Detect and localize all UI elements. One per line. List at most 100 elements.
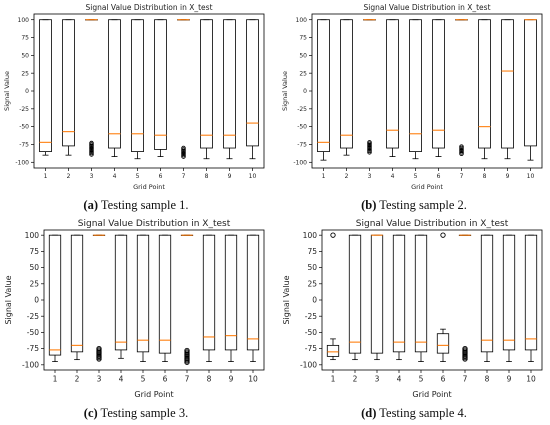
x-tick-label: 8 [205, 173, 209, 180]
box-3 [363, 19, 376, 155]
caption-tag-b: (b) [361, 198, 377, 212]
caption-text-a: Testing sample 1. [98, 198, 189, 212]
outlier-point [181, 148, 186, 154]
outlier-point [89, 145, 94, 150]
y-axis-label: Signal Value [281, 71, 289, 111]
y-tick-label: -25 [19, 106, 29, 113]
x-tick-label: 10 [248, 375, 258, 384]
y-tick-label: -100 [22, 360, 39, 369]
outlier-point [459, 147, 464, 152]
x-tick-label: 5 [141, 375, 146, 384]
plot-frame [33, 13, 265, 169]
box-3 [370, 234, 384, 361]
x-tick-label: 3 [368, 173, 372, 180]
box-7 [180, 234, 194, 365]
chart-title: Signal Value Distribution in X_test [356, 219, 509, 229]
y-tick-label: -75 [297, 142, 307, 149]
box-body [48, 234, 62, 356]
y-tick-label: 50 [29, 263, 39, 272]
outlier-point [462, 356, 468, 362]
box-5 [131, 19, 144, 160]
box-body [414, 234, 428, 353]
y-tick-label: 0 [25, 88, 29, 95]
x-tick-label: 3 [90, 173, 94, 180]
outlier-point [89, 152, 94, 157]
y-tick-label: 100 [303, 231, 318, 240]
caption-tag-d: (d) [361, 406, 377, 420]
box-body [480, 234, 494, 353]
box-8 [200, 19, 213, 160]
caption-tag-a: (a) [83, 198, 98, 212]
chart-panel-a: Signal Value Distribution in X_test Grid … [2, 0, 270, 192]
outlier-point [440, 232, 446, 238]
box-body [131, 19, 144, 153]
x-tick-label: 4 [397, 375, 402, 384]
outlier-point [367, 144, 372, 149]
box-body [524, 19, 537, 147]
x-axis-label: Grid Point [134, 390, 173, 399]
box-8 [478, 19, 491, 160]
outlier-point [181, 150, 186, 155]
x-tick-label: 1 [331, 375, 336, 384]
box-body [524, 234, 538, 351]
box-body [370, 234, 384, 354]
box-body [70, 234, 84, 353]
chart-svg-c: Signal Value Distribution in X_test Grid … [4, 219, 265, 399]
box-4 [392, 234, 406, 361]
chart-svg-d: Signal Value Distribution in X_test Grid … [282, 219, 543, 399]
box-body [158, 234, 172, 354]
x-tick-label: 8 [207, 375, 212, 384]
box-6 [432, 19, 445, 157]
x-tick-label: 4 [391, 173, 395, 180]
box-2 [348, 234, 362, 361]
outlier-point [89, 142, 94, 147]
box-1 [39, 19, 52, 156]
outlier-point [184, 359, 190, 365]
x-tick-label: 1 [322, 173, 326, 180]
outlier-point [181, 145, 186, 151]
x-tick-label: 1 [53, 375, 58, 384]
box-7 [177, 19, 190, 159]
y-tick-label: -75 [305, 344, 317, 353]
caption-b: (b) Testing sample 2. [278, 198, 550, 213]
outlier-point [181, 147, 186, 152]
box-7 [455, 19, 468, 156]
outlier-point [330, 232, 336, 238]
y-tick-label: 0 [303, 88, 307, 95]
x-tick-label: 3 [97, 375, 102, 384]
box-2 [340, 19, 353, 156]
outlier-point [367, 141, 372, 147]
outlier-point [459, 145, 464, 151]
x-tick-label: 4 [119, 375, 124, 384]
box-8 [480, 234, 494, 362]
plot-frame [311, 13, 543, 169]
box-body [202, 234, 216, 351]
outlier-point [367, 147, 372, 152]
x-tick-label: 1 [44, 173, 48, 180]
outlier-point [89, 147, 94, 153]
x-tick-label: 6 [159, 173, 163, 180]
caption-c: (c) Testing sample 3. [0, 406, 272, 421]
y-tick-label: -25 [297, 106, 307, 113]
y-tick-label: 75 [29, 247, 39, 256]
box-body [478, 19, 491, 149]
chart-title: Signal Value Distribution in X_test [363, 3, 490, 12]
box-10 [524, 19, 537, 161]
outlier-point [459, 150, 464, 155]
box-body [224, 234, 238, 351]
y-tick-label: 25 [21, 70, 29, 77]
x-tick-label: 6 [441, 375, 446, 384]
y-axis-label: Signal Value [282, 275, 291, 324]
y-tick-label: 100 [18, 17, 30, 24]
box-4 [108, 19, 121, 157]
y-tick-label: 75 [299, 35, 307, 42]
x-tick-label: 2 [353, 375, 358, 384]
box-1 [48, 234, 62, 362]
y-tick-label: -100 [15, 159, 29, 166]
box-body [392, 234, 406, 353]
plot-frame [43, 229, 265, 371]
box-10 [246, 19, 259, 160]
y-tick-label: 50 [21, 52, 29, 59]
y-tick-label: 0 [312, 296, 317, 305]
y-tick-label: -100 [293, 159, 307, 166]
